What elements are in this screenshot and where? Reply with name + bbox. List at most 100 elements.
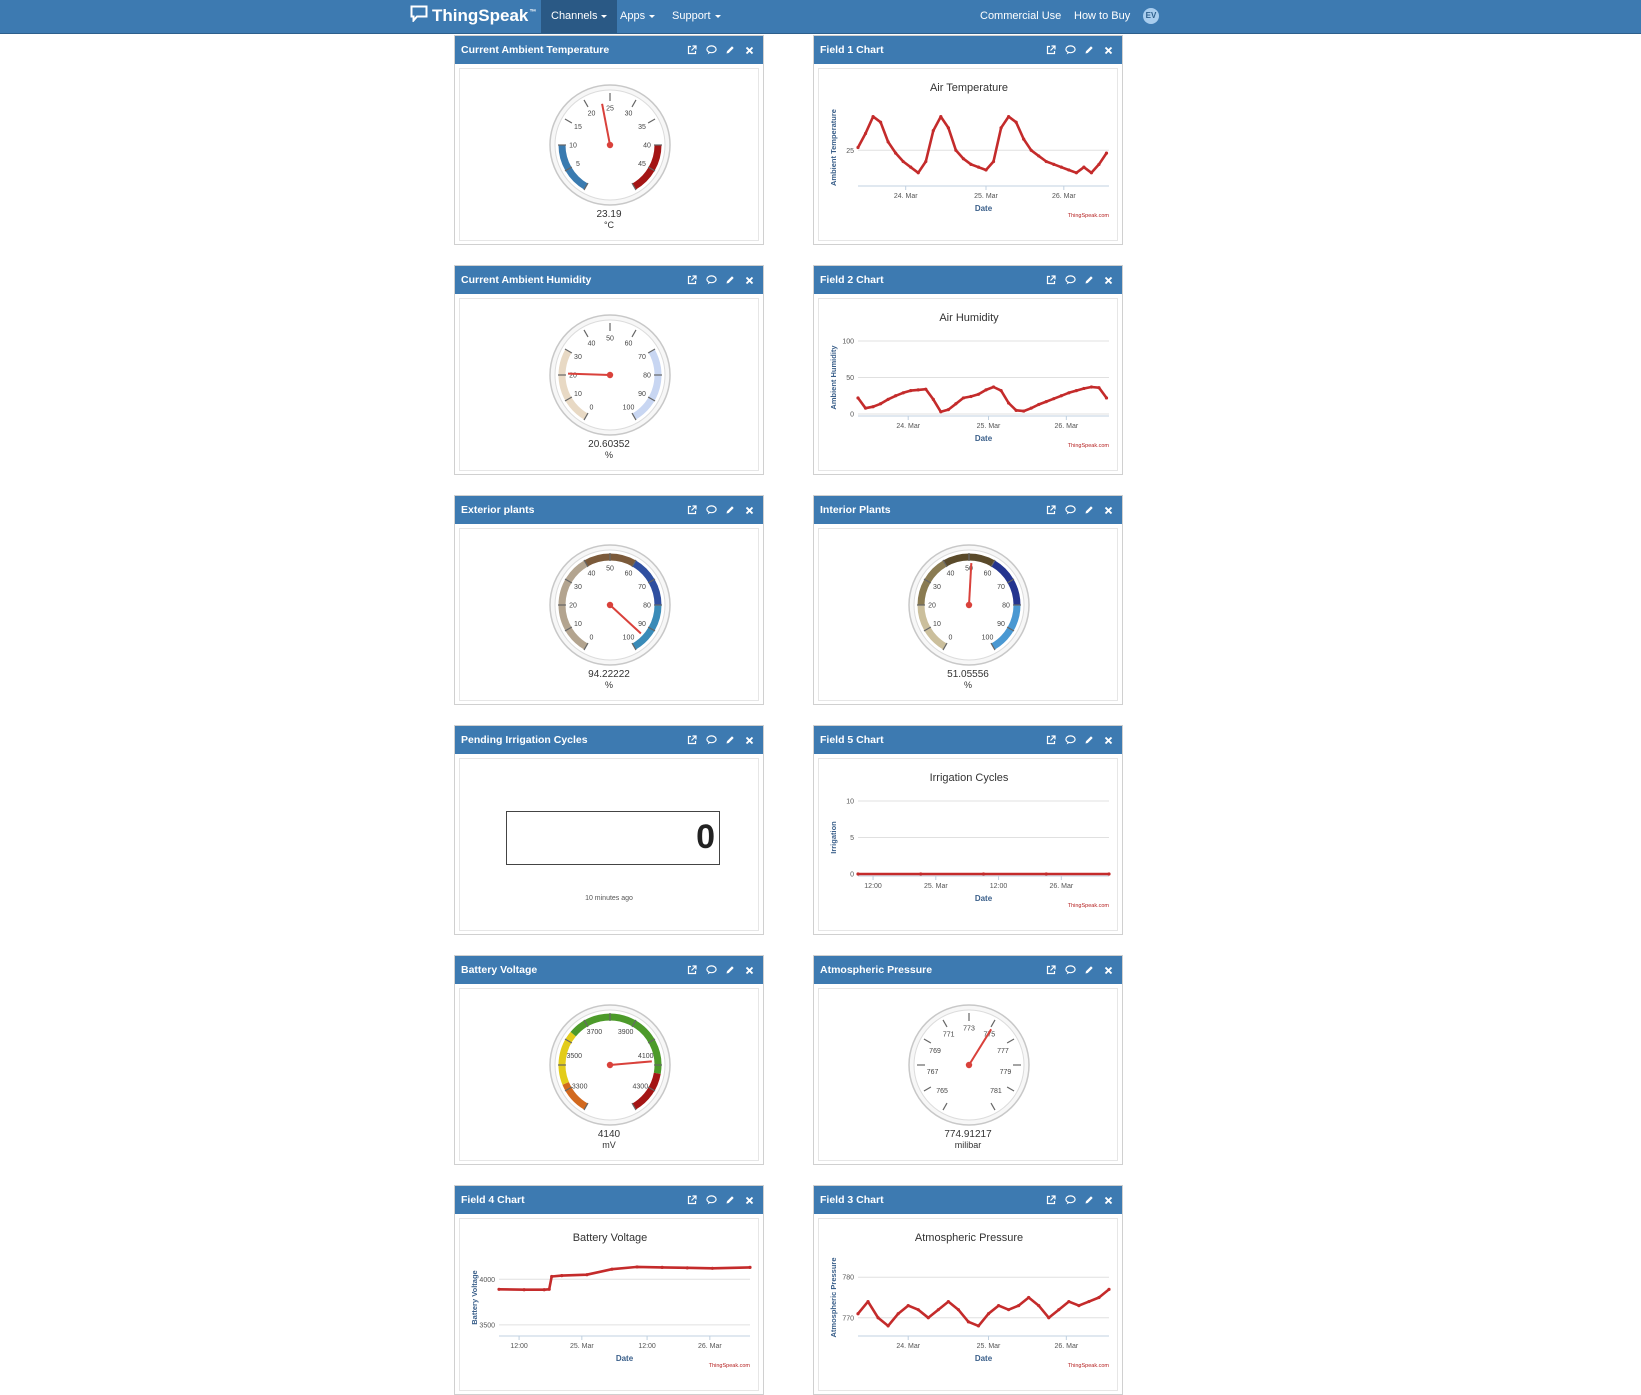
chart-point: [876, 1316, 880, 1320]
close-icon[interactable]: [1102, 44, 1114, 56]
nav-support[interactable]: Support: [662, 0, 731, 33]
chart-ytick-label: 100: [842, 339, 854, 346]
popout-icon[interactable]: [1045, 44, 1057, 56]
gauge-label: 45: [638, 161, 646, 168]
chart-xlabel: Date: [975, 434, 993, 443]
pencil-icon[interactable]: [1083, 44, 1095, 56]
user-avatar[interactable]: EV: [1143, 8, 1159, 24]
widget-body: Atmospheric Pressure 780 770 24. Mar 25. Mar…: [818, 1218, 1118, 1391]
gauge-label: 10: [574, 391, 582, 398]
popout-icon[interactable]: [686, 274, 698, 286]
popout-icon[interactable]: [686, 964, 698, 976]
close-icon[interactable]: [743, 964, 755, 976]
comment-icon[interactable]: [705, 734, 717, 746]
gauge-label: 60: [625, 570, 633, 577]
chart-point: [956, 1308, 960, 1312]
chart-point: [1037, 1304, 1041, 1308]
pencil-icon[interactable]: [1083, 504, 1095, 516]
pencil-icon[interactable]: [724, 734, 736, 746]
popout-icon[interactable]: [1045, 504, 1057, 516]
chart-ytick-label: 50: [846, 375, 854, 382]
chart-point: [863, 131, 868, 136]
gauge-label: 777: [997, 1048, 1009, 1055]
gauge-svg: 765 767 769 771 773 775 777 779 781: [908, 1004, 1030, 1126]
chart-ylabel: Ambient Humidity: [829, 345, 838, 410]
pencil-icon[interactable]: [724, 1194, 736, 1206]
close-icon[interactable]: [1102, 1194, 1114, 1206]
popout-icon[interactable]: [686, 504, 698, 516]
pencil-icon[interactable]: [724, 504, 736, 516]
chart-point: [497, 1287, 501, 1291]
widget-title: Field 3 Chart: [820, 1194, 884, 1206]
nav-commercial-use[interactable]: Commercial Use: [980, 10, 1062, 22]
pencil-icon[interactable]: [1083, 964, 1095, 976]
popout-icon[interactable]: [686, 44, 698, 56]
popout-icon[interactable]: [686, 1194, 698, 1206]
chart-point: [685, 1266, 689, 1270]
close-icon[interactable]: [743, 504, 755, 516]
pencil-icon[interactable]: [724, 274, 736, 286]
gauge-label: 30: [625, 110, 633, 117]
pencil-icon[interactable]: [1083, 734, 1095, 746]
chart-point: [909, 165, 913, 169]
chart-svg: Air Temperature 25 24. Mar 25. Mar 26. Mar Da…: [829, 82, 1109, 219]
pencil-icon[interactable]: [1083, 1194, 1095, 1206]
close-icon[interactable]: [743, 1194, 755, 1206]
gauge-label: 100: [623, 405, 635, 412]
chart-point: [986, 1312, 991, 1316]
chart-point: [866, 1299, 870, 1304]
chart-point: [1044, 159, 1048, 164]
gauge-tick: [942, 1019, 948, 1028]
chart-xtick-label: 26. Mar: [1049, 883, 1073, 890]
comment-icon[interactable]: [705, 274, 717, 286]
nav-how-to-buy[interactable]: How to Buy: [1074, 10, 1131, 22]
close-icon[interactable]: [1102, 964, 1114, 976]
gauge-tick: [564, 348, 573, 354]
comment-icon[interactable]: [1064, 274, 1076, 286]
chart-ytick-label: 0: [850, 872, 854, 879]
gauge-tick: [583, 1102, 589, 1111]
chart-point: [901, 391, 905, 395]
popout-icon[interactable]: [686, 734, 698, 746]
pencil-icon[interactable]: [724, 44, 736, 56]
comment-icon[interactable]: [1064, 504, 1076, 516]
pencil-icon[interactable]: [724, 964, 736, 976]
comment-icon[interactable]: [1064, 734, 1076, 746]
close-icon[interactable]: [1102, 274, 1114, 286]
close-icon[interactable]: [1102, 734, 1114, 746]
close-icon[interactable]: [1102, 504, 1114, 516]
comment-icon[interactable]: [705, 964, 717, 976]
close-icon[interactable]: [743, 44, 755, 56]
gauge-tick: [564, 166, 573, 172]
pencil-icon[interactable]: [1083, 274, 1095, 286]
chart-ytick-label: 3500: [479, 1322, 495, 1329]
comment-icon[interactable]: [1064, 44, 1076, 56]
nav-apps-label: Apps: [620, 10, 646, 22]
gauge-tick: [923, 626, 932, 632]
popout-icon[interactable]: [1045, 1194, 1057, 1206]
numeric-display-value: 0: [696, 818, 715, 856]
nav-apps[interactable]: Apps: [610, 0, 665, 33]
popout-icon[interactable]: [1045, 274, 1057, 286]
gauge-label: 20: [588, 110, 596, 117]
close-icon[interactable]: [743, 734, 755, 746]
chart-point: [1047, 1316, 1051, 1320]
comment-icon[interactable]: [705, 1194, 717, 1206]
gauge-needle: [609, 1060, 652, 1066]
thingspeak-logo[interactable]: ThingSpeak ™: [410, 5, 536, 27]
comment-icon[interactable]: [705, 44, 717, 56]
nav-channels[interactable]: Channels: [541, 0, 618, 33]
comment-icon[interactable]: [1064, 964, 1076, 976]
gauge-label: 3500: [566, 1053, 582, 1060]
close-icon[interactable]: [743, 274, 755, 286]
gauge-tick: [631, 182, 637, 191]
popout-icon[interactable]: [1045, 734, 1057, 746]
widget-body: 0 10 20 30 40 50 60 70 80 90 100 94.22222%: [459, 528, 759, 701]
chart-point: [991, 159, 996, 164]
comment-icon[interactable]: [1064, 1194, 1076, 1206]
popout-icon[interactable]: [1045, 964, 1057, 976]
comment-icon[interactable]: [705, 504, 717, 516]
gauge-label: 50: [606, 566, 614, 573]
chart-point: [610, 1267, 614, 1271]
chart-point: [916, 388, 920, 392]
